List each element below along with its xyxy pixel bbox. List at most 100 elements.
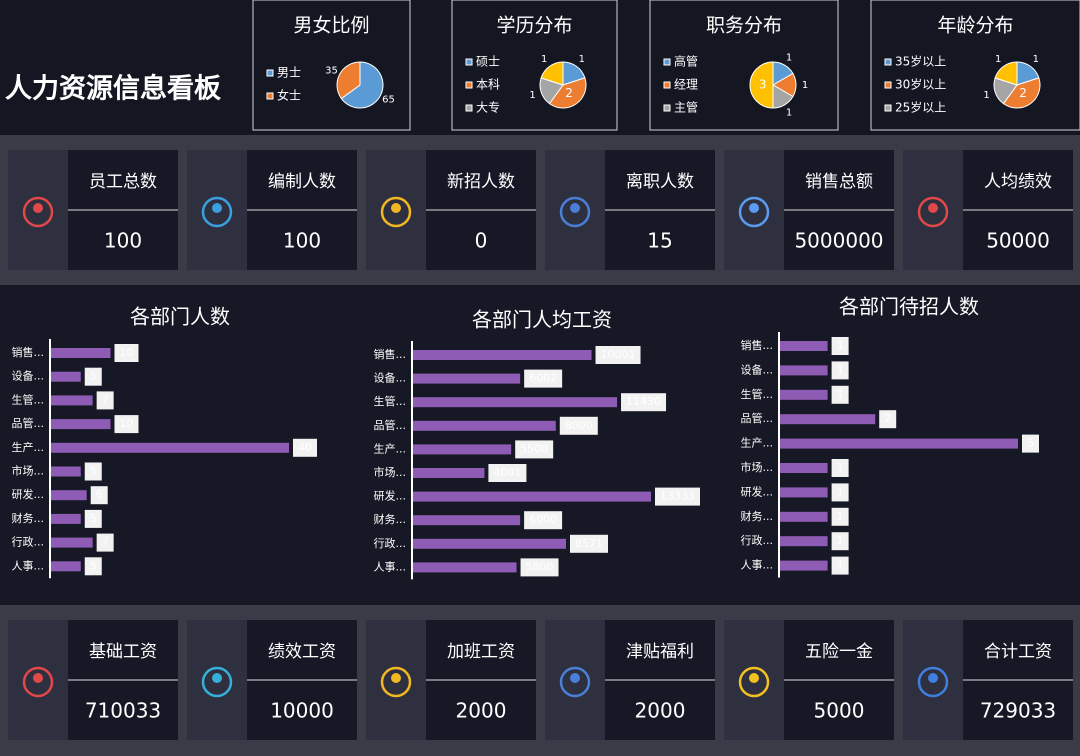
pie-slice bbox=[336, 61, 361, 100]
kpi-icon bbox=[33, 673, 43, 683]
kpi-icon bbox=[201, 666, 233, 698]
pie-slice bbox=[994, 61, 1018, 86]
bar bbox=[51, 561, 81, 572]
kpi-value: 710033 bbox=[85, 699, 161, 723]
value-label: 1 bbox=[837, 388, 844, 401]
legend-swatch bbox=[266, 69, 274, 77]
value-label: 11430 bbox=[626, 395, 661, 408]
value-label-box bbox=[114, 344, 139, 362]
value-label-box bbox=[520, 558, 559, 577]
category-label: 生管... bbox=[374, 394, 407, 408]
value-label: 10 bbox=[120, 417, 134, 430]
bar bbox=[51, 348, 111, 358]
value-label-box bbox=[84, 557, 102, 576]
kpi-value: 5000 bbox=[814, 699, 865, 723]
category-label: 销售... bbox=[374, 347, 407, 361]
category-label: 研发... bbox=[374, 489, 407, 503]
kpi-value: 100 bbox=[283, 229, 321, 253]
pie-value-label: 2 bbox=[1019, 86, 1027, 100]
legend-label: 女士 bbox=[277, 88, 301, 103]
value-label: 6000 bbox=[529, 513, 557, 526]
value-label-box bbox=[90, 486, 108, 505]
legend-swatch bbox=[465, 104, 473, 112]
legend-label: 高管 bbox=[674, 54, 698, 69]
kpi-label: 合计工资 bbox=[984, 642, 1052, 662]
kpi-value: 5000000 bbox=[794, 229, 883, 253]
category-label: 人事... bbox=[741, 559, 774, 572]
value-label: 5800 bbox=[526, 560, 554, 573]
value-label: 4001 bbox=[493, 466, 521, 479]
bar bbox=[780, 511, 828, 522]
legend-swatch bbox=[663, 104, 671, 112]
header-band bbox=[0, 0, 1080, 135]
legend-swatch bbox=[884, 58, 892, 66]
legend-swatch bbox=[884, 104, 892, 112]
bar bbox=[51, 395, 93, 406]
category-label: 品管... bbox=[12, 416, 45, 430]
pie-title: 男女比例 bbox=[293, 15, 369, 37]
category-label: 生产... bbox=[374, 441, 407, 455]
pie-value-label: 1 bbox=[541, 54, 547, 65]
value-label: 1 bbox=[837, 461, 844, 474]
category-label: 市场... bbox=[12, 464, 45, 478]
legend-swatch bbox=[266, 92, 274, 100]
pie-frame bbox=[649, 0, 839, 131]
pie-frame bbox=[870, 0, 1080, 131]
kpi-icon bbox=[917, 666, 949, 698]
kpi-icon bbox=[391, 203, 401, 213]
legend-label: 男士 bbox=[277, 66, 301, 80]
value-label: 5500 bbox=[520, 442, 548, 455]
kpi-icon bbox=[917, 196, 949, 228]
value-label-box bbox=[524, 511, 563, 530]
category-label: 设备... bbox=[12, 369, 45, 383]
bar bbox=[780, 487, 828, 498]
kpi-icon bbox=[201, 196, 233, 228]
pie-value-label: 1 bbox=[1033, 54, 1039, 65]
kpi-icon bbox=[559, 666, 591, 698]
value-label-box bbox=[84, 462, 102, 481]
category-label: 财务... bbox=[12, 511, 45, 525]
bar bbox=[413, 538, 566, 549]
kpi-icon bbox=[738, 196, 770, 228]
category-label: 人事... bbox=[12, 559, 45, 572]
kpi-label: 员工总数 bbox=[89, 172, 157, 192]
kpi-value: 0 bbox=[475, 229, 488, 253]
value-label: 10001 bbox=[601, 348, 636, 361]
value-label-box bbox=[1022, 434, 1039, 453]
category-label: 行政... bbox=[374, 536, 407, 550]
category-label: 行政... bbox=[741, 533, 774, 547]
bar bbox=[780, 341, 828, 351]
value-label-box bbox=[831, 459, 849, 477]
value-label: 40 bbox=[298, 441, 312, 454]
pie-value-label: 1 bbox=[802, 80, 808, 91]
kpi-label: 绩效工资 bbox=[268, 642, 336, 662]
bar bbox=[51, 442, 289, 453]
value-label-box bbox=[515, 440, 554, 459]
value-label-box bbox=[831, 556, 849, 575]
legend-label: 硕士 bbox=[476, 55, 500, 69]
pie-frame bbox=[451, 0, 618, 131]
kpi-icon bbox=[212, 673, 222, 683]
legend-label: 本科 bbox=[476, 78, 500, 92]
kpi-icon bbox=[380, 196, 412, 228]
value-label: 2 bbox=[884, 412, 891, 425]
pie-value-label: 1 bbox=[995, 54, 1001, 65]
category-label: 生管... bbox=[12, 392, 45, 406]
bar bbox=[413, 420, 556, 431]
chart-title: 各部门人均工资 bbox=[472, 308, 612, 332]
bar bbox=[780, 536, 828, 547]
kpi-band bbox=[0, 135, 1080, 285]
kpi-label: 津贴福利 bbox=[626, 642, 694, 662]
kpi-label: 新招人数 bbox=[447, 172, 515, 192]
kpi-value: 2000 bbox=[456, 699, 507, 723]
value-label-box bbox=[559, 416, 598, 435]
value-label-box bbox=[831, 337, 849, 355]
bar bbox=[780, 365, 828, 376]
kpi-icon bbox=[380, 666, 412, 698]
value-label-box bbox=[96, 533, 114, 552]
bar bbox=[51, 537, 93, 548]
value-label: 5 bbox=[90, 559, 97, 572]
value-label: 1 bbox=[837, 339, 844, 352]
legend-label: 30岁以上 bbox=[895, 77, 946, 92]
kpi-icon bbox=[928, 203, 938, 213]
